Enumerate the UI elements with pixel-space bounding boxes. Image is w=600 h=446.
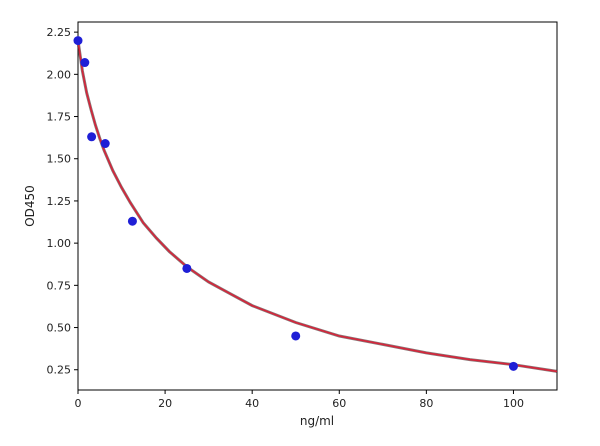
data-point bbox=[80, 58, 90, 68]
y-tick-label: 0.50 bbox=[47, 322, 72, 335]
y-tick-label: 1.25 bbox=[47, 195, 72, 208]
data-point bbox=[87, 132, 97, 142]
y-tick-label: 1.00 bbox=[47, 237, 72, 250]
data-point bbox=[100, 139, 110, 149]
data-point bbox=[291, 331, 301, 341]
y-tick-label: 1.75 bbox=[47, 111, 72, 124]
fit-curve-line bbox=[77, 40, 558, 373]
y-tick-label: 0.25 bbox=[47, 364, 72, 377]
x-tick-label: 0 bbox=[75, 397, 82, 410]
data-point bbox=[508, 361, 518, 371]
data-point bbox=[73, 36, 83, 46]
data-point bbox=[127, 216, 137, 226]
x-tick-label: 20 bbox=[158, 397, 172, 410]
y-tick-label: 1.50 bbox=[47, 153, 72, 166]
data-point bbox=[182, 263, 192, 273]
x-axis-label: ng/ml bbox=[300, 414, 334, 428]
y-tick-label: 2.25 bbox=[47, 26, 72, 39]
x-tick-label: 100 bbox=[503, 397, 524, 410]
plot-area bbox=[77, 21, 558, 391]
x-tick-label: 40 bbox=[245, 397, 259, 410]
y-axis-ticks: 0.25 0.50 0.75 1.00 1.25 1.50 1.75 2.00 2.25 bbox=[47, 26, 78, 377]
y-axis-label: OD450 bbox=[23, 185, 37, 227]
data-points-layer bbox=[73, 36, 518, 371]
x-tick-label: 80 bbox=[419, 397, 433, 410]
fit-curve-layer bbox=[76, 40, 558, 373]
x-axis-ticks: 0 20 40 60 80 100 bbox=[75, 390, 524, 410]
y-tick-label: 2.00 bbox=[47, 68, 72, 81]
y-tick-label: 0.75 bbox=[47, 279, 72, 292]
x-tick-label: 60 bbox=[332, 397, 346, 410]
